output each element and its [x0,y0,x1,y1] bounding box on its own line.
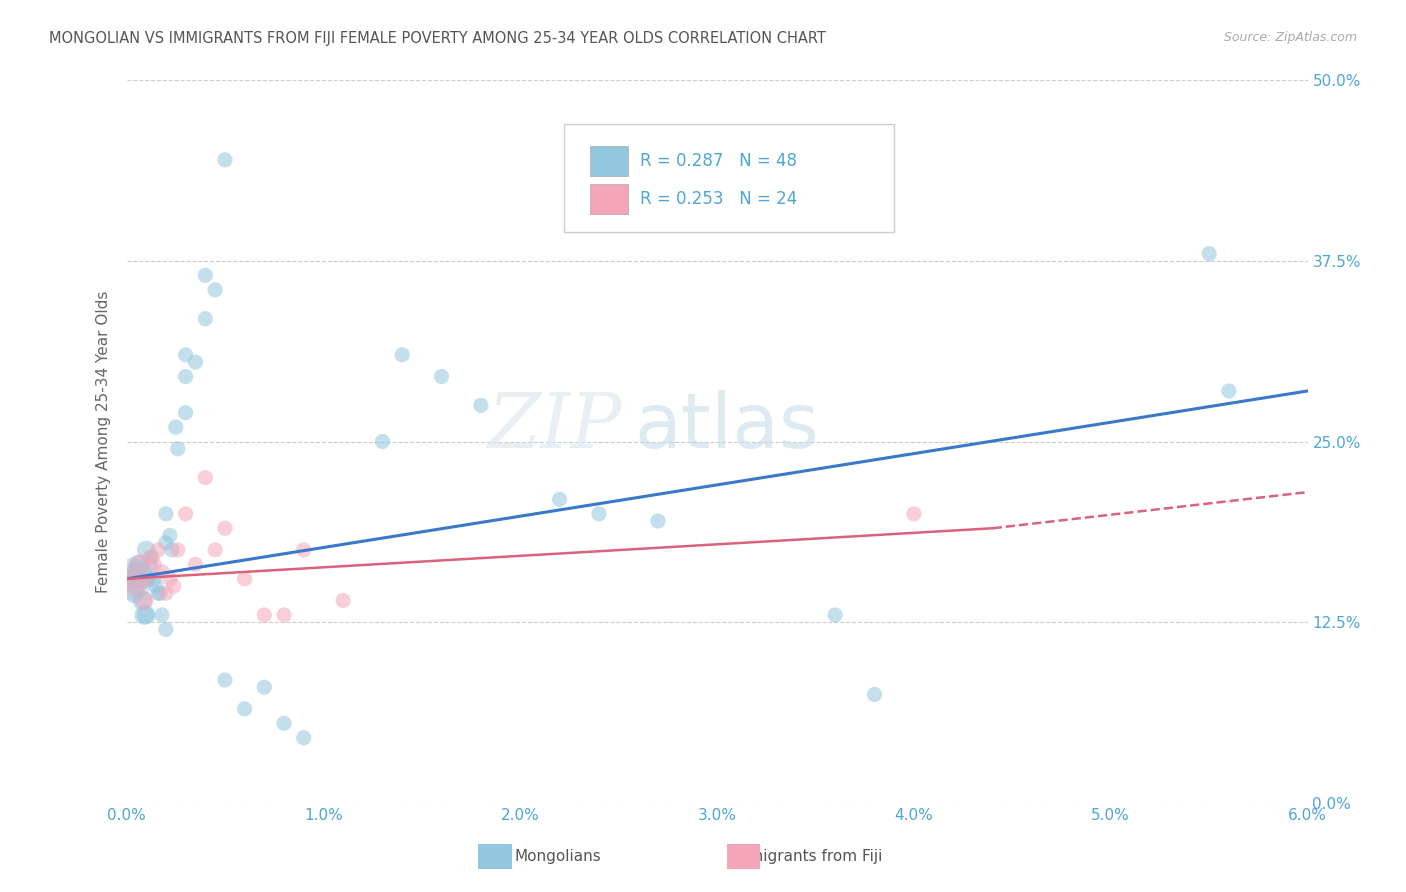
Text: Immigrants from Fiji: Immigrants from Fiji [728,849,883,864]
FancyBboxPatch shape [589,146,628,177]
Point [292,731,315,745]
Point [135,607,157,622]
Text: R = 0.287   N = 48: R = 0.287 N = 48 [640,153,797,170]
Point [121,572,143,586]
Point [139,550,162,565]
Point [233,702,256,716]
Point [174,369,197,384]
Point [174,348,197,362]
FancyBboxPatch shape [589,184,628,214]
Point [135,572,157,586]
Point [214,673,236,687]
Y-axis label: Female Poverty Among 25-34 Year Olds: Female Poverty Among 25-34 Year Olds [96,291,111,592]
Point [146,586,169,600]
Point [184,355,207,369]
Point [145,579,167,593]
Point [139,558,162,572]
Point [273,607,295,622]
Point [194,470,217,484]
Point [135,542,157,557]
Point [143,572,166,586]
Point [135,572,157,586]
Point [155,535,177,549]
FancyBboxPatch shape [564,124,894,232]
Point [146,542,169,557]
Point [150,607,173,622]
FancyBboxPatch shape [727,844,759,870]
Point [163,579,186,593]
Point [121,572,143,586]
Text: ZIP: ZIP [488,390,623,464]
Point [194,268,217,283]
Point [121,572,143,586]
Point [391,348,413,362]
Point [332,593,354,607]
Point [204,542,226,557]
Point [143,558,166,572]
Point [159,528,181,542]
Point [165,420,187,434]
Point [160,542,183,557]
Point [1218,384,1240,398]
Point [159,572,181,586]
Text: atlas: atlas [634,390,820,464]
Point [134,593,156,607]
FancyBboxPatch shape [478,844,512,870]
Point [131,593,153,607]
Point [253,680,276,694]
Point [155,623,177,637]
Point [141,550,163,565]
Text: R = 0.253   N = 24: R = 0.253 N = 24 [640,190,797,208]
Point [174,406,197,420]
Point [647,514,669,528]
Point [149,586,172,600]
Point [121,572,143,586]
Text: Source: ZipAtlas.com: Source: ZipAtlas.com [1223,31,1357,45]
Point [166,542,188,557]
Point [214,521,236,535]
Text: MONGOLIAN VS IMMIGRANTS FROM FIJI FEMALE POVERTY AMONG 25-34 YEAR OLDS CORRELATI: MONGOLIAN VS IMMIGRANTS FROM FIJI FEMALE… [49,31,827,46]
Point [134,607,156,622]
Point [233,572,256,586]
Point [863,687,886,701]
Point [292,542,315,557]
Point [174,507,197,521]
Point [125,579,148,593]
Point [824,607,846,622]
Point [548,492,571,507]
Text: Mongolians: Mongolians [515,849,600,864]
Point [253,607,276,622]
Point [129,558,152,572]
Point [903,507,925,521]
Point [1198,246,1220,260]
Point [127,558,149,572]
Point [194,311,217,326]
Point [214,153,236,167]
Point [129,572,152,586]
Point [124,586,146,600]
Point [125,565,148,579]
Point [430,369,453,384]
Point [470,398,492,412]
Point [155,586,177,600]
Point [371,434,394,449]
Point [588,507,610,521]
Point [204,283,226,297]
Point [150,565,173,579]
Point [155,507,177,521]
Point [273,716,295,731]
Point [166,442,188,456]
Point [184,558,207,572]
